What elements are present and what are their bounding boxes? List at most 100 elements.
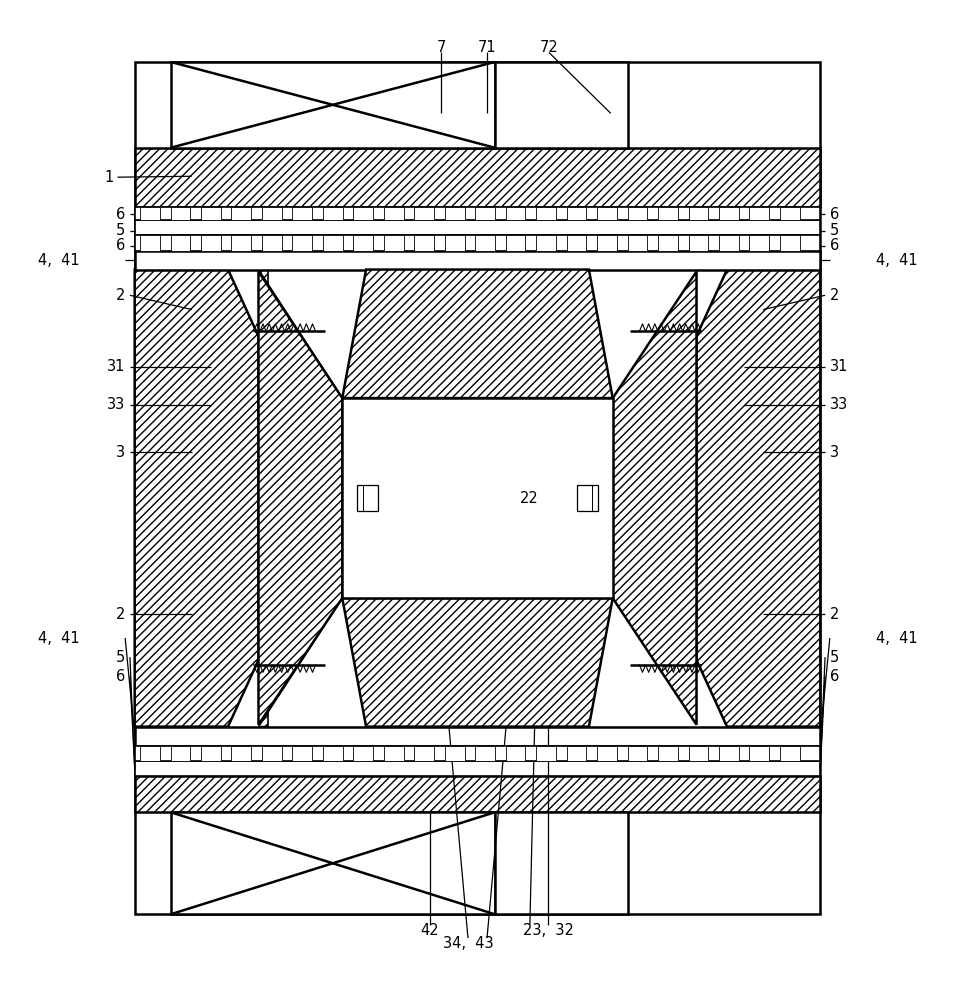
Bar [780,746,799,761]
Bar [750,235,770,251]
Text: 34,  43: 34, 43 [443,936,494,951]
Bar [780,235,799,251]
Bar [353,235,373,251]
Text: 2: 2 [830,288,839,303]
Bar [597,207,617,220]
Bar [506,746,525,761]
Text: 5: 5 [116,223,125,238]
Bar [171,746,190,761]
Bar [171,235,190,251]
Bar [750,207,770,220]
Bar [135,62,820,914]
Bar [719,207,739,220]
Bar [536,207,556,220]
Bar [353,746,373,761]
Polygon shape [259,270,342,727]
Bar [353,207,373,220]
Text: 6: 6 [116,238,125,253]
Polygon shape [613,271,696,725]
Bar [140,746,159,761]
Bar [476,746,495,761]
Bar [627,746,647,761]
Bar [323,746,343,761]
Bar [689,235,709,251]
Text: 23,  32: 23, 32 [522,923,573,938]
Bar [140,207,159,220]
Bar [201,235,221,251]
Bar [627,235,647,251]
Text: 71: 71 [478,40,497,55]
Text: 5: 5 [116,650,125,665]
Text: 1: 1 [104,170,114,185]
Bar [135,746,820,761]
Bar [597,746,617,761]
Bar [262,746,282,761]
Bar [201,207,221,220]
Bar [476,207,495,220]
Polygon shape [342,270,613,398]
Bar [658,235,678,251]
Bar [719,235,739,251]
Bar [135,220,820,235]
Bar [135,207,820,220]
Bar [135,148,820,207]
Bar [689,207,709,220]
Bar [231,746,251,761]
Bar [780,207,799,220]
Text: 4,  41: 4, 41 [876,631,917,646]
Bar [445,207,464,220]
Polygon shape [135,270,259,727]
Text: 2: 2 [830,607,839,622]
Text: 6: 6 [830,669,839,684]
Text: 6: 6 [116,207,125,222]
Bar [231,207,251,220]
Bar [750,746,770,761]
Polygon shape [342,598,613,727]
Text: 2: 2 [116,288,125,303]
Bar [476,235,495,251]
Polygon shape [696,270,820,727]
Text: 4,  41: 4, 41 [38,631,79,646]
Bar [414,746,435,761]
Bar [135,761,820,776]
Text: 7: 7 [436,40,446,55]
Bar [135,251,820,270]
Bar [445,746,464,761]
Bar [566,207,586,220]
Bar [506,207,525,220]
Text: 6: 6 [116,669,125,684]
Bar [506,235,525,251]
Bar [135,776,820,812]
Bar [292,235,312,251]
Bar [171,62,495,148]
Bar [384,235,404,251]
Text: 4,  41: 4, 41 [876,253,917,268]
Text: 33: 33 [830,397,848,412]
Bar [689,746,709,761]
Text: 33: 33 [107,397,125,412]
Bar [658,746,678,761]
Bar [292,746,312,761]
Bar [578,485,599,511]
Bar [262,235,282,251]
Bar [231,235,251,251]
Bar [536,746,556,761]
Bar [135,235,820,251]
Text: 5: 5 [830,223,839,238]
Bar [323,207,343,220]
Text: 3: 3 [830,445,838,460]
Bar [171,812,495,914]
Polygon shape [259,271,342,725]
Bar [566,746,586,761]
Bar [719,746,739,761]
Bar [342,398,613,598]
Text: 5: 5 [830,650,839,665]
Bar [658,207,678,220]
Bar [445,235,464,251]
Text: 3: 3 [117,445,125,460]
Bar [262,207,282,220]
Bar [140,235,159,251]
Bar [356,485,377,511]
Bar [135,727,820,746]
Bar [495,62,628,148]
